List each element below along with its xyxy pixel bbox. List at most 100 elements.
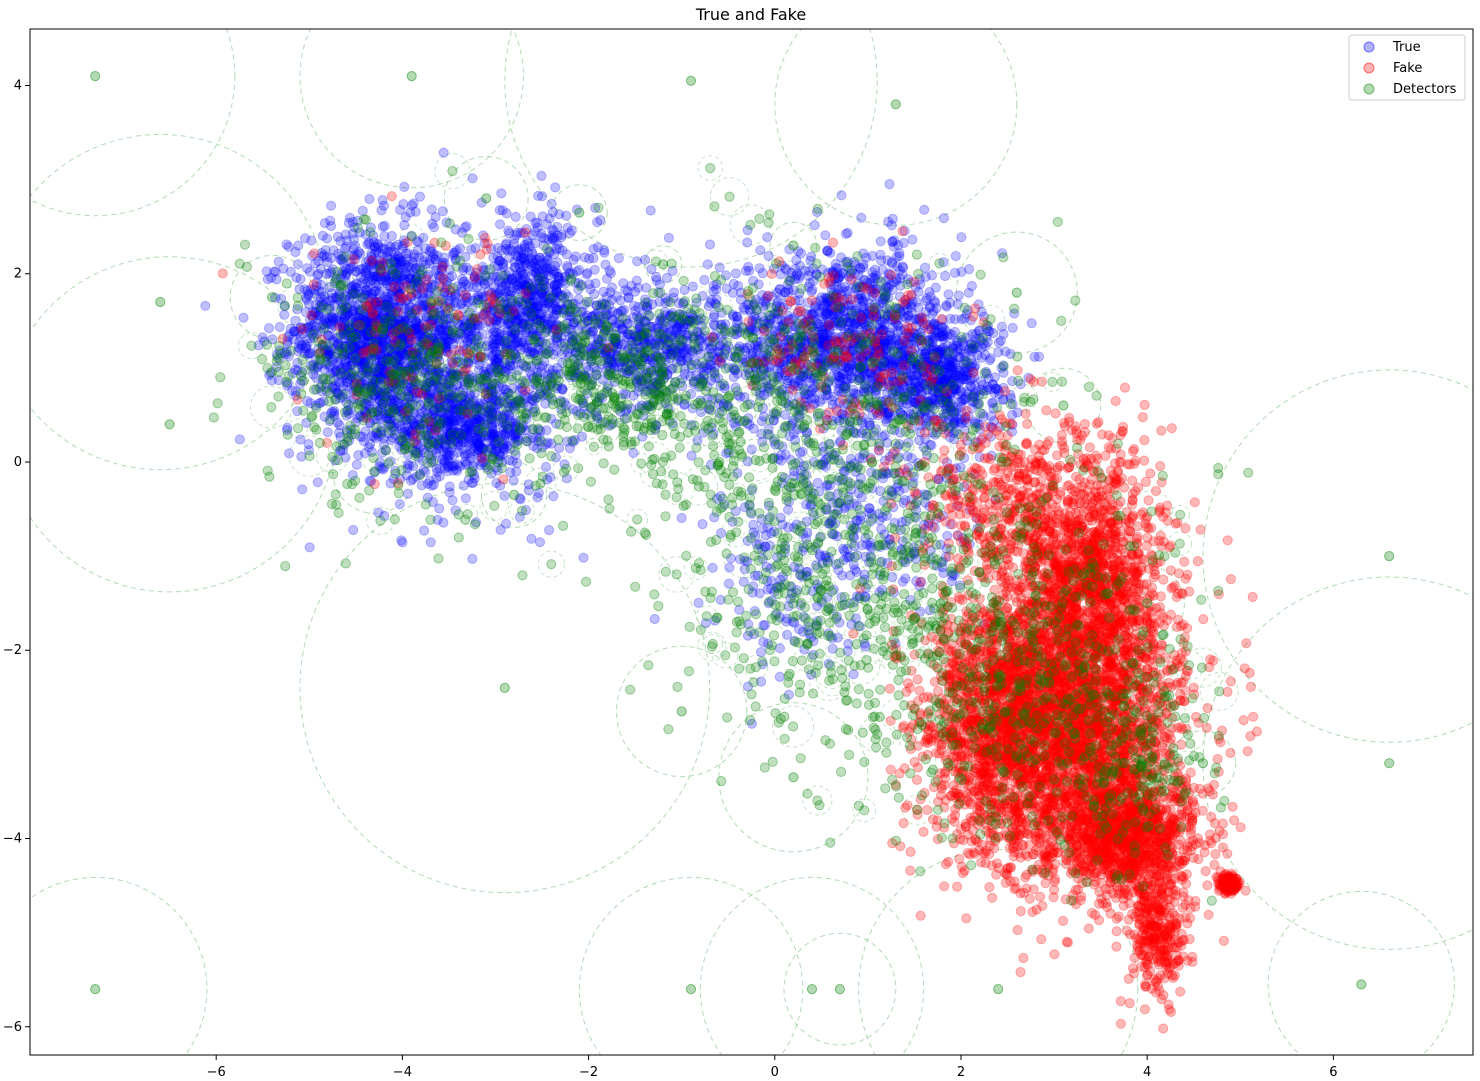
detector-small-circle xyxy=(789,563,829,603)
detector-small-circle xyxy=(497,310,534,348)
true-point xyxy=(730,268,742,279)
detector-small-circle xyxy=(930,362,949,382)
true-point xyxy=(369,278,381,289)
detector-radius-circle xyxy=(332,429,417,514)
detector-small-circle xyxy=(894,623,933,662)
detector-small-circle xyxy=(1199,672,1239,711)
detector-small-circle xyxy=(746,480,792,525)
detector-small-circle xyxy=(886,298,905,317)
true-point xyxy=(385,305,396,316)
detector-small-circle xyxy=(808,358,835,385)
detector-small-circle xyxy=(921,616,966,661)
true-point xyxy=(419,525,430,536)
true-point xyxy=(308,369,319,380)
detector-small-circle xyxy=(880,635,922,677)
detector-radius-circle xyxy=(443,156,529,241)
true-point xyxy=(541,425,552,436)
detector-small-circle xyxy=(880,699,913,731)
detector-small-circle xyxy=(494,388,537,432)
detector-small-circle xyxy=(1039,673,1060,694)
detector-small-circle xyxy=(929,619,952,643)
detector-small-circle xyxy=(594,377,635,418)
true-point xyxy=(416,274,427,285)
true-point xyxy=(907,234,918,245)
true-point xyxy=(287,385,298,396)
true-point xyxy=(360,426,371,437)
true-point xyxy=(628,447,639,458)
detector-radius-circle xyxy=(30,29,236,217)
detector-small-circle xyxy=(556,352,579,375)
detector-small-circle xyxy=(808,660,850,701)
true-point xyxy=(349,240,360,251)
true-point xyxy=(645,205,656,216)
detector-small-circle xyxy=(475,355,521,400)
true-point xyxy=(412,245,423,256)
detector-radius-circle xyxy=(783,932,897,1046)
detector-small-circle xyxy=(673,317,716,360)
detector-radius-circle xyxy=(578,876,804,1055)
detector-small-circle xyxy=(581,410,620,449)
true-point xyxy=(379,367,390,378)
detector-small-circle xyxy=(1151,681,1183,712)
detector-small-circle xyxy=(566,357,602,393)
detector-small-circle xyxy=(1035,807,1062,834)
true-point xyxy=(459,276,470,287)
detector-small-circle xyxy=(801,551,834,585)
true-point xyxy=(742,237,753,248)
detector-small-circle xyxy=(730,392,760,422)
detector-small-circle xyxy=(704,292,733,322)
detector-small-circle xyxy=(348,295,376,323)
true-point xyxy=(373,247,384,258)
detector-small-circle xyxy=(888,538,929,579)
detector-small-circle xyxy=(1010,384,1039,412)
true-point xyxy=(410,206,421,217)
detector-small-circle xyxy=(848,514,889,555)
detector-small-circle xyxy=(787,333,810,356)
true-point xyxy=(809,220,820,231)
true-point xyxy=(613,253,624,264)
detector-small-circle xyxy=(954,550,979,576)
true-point xyxy=(530,226,541,237)
detector-small-circle xyxy=(396,440,414,459)
detector-small-circle xyxy=(630,453,652,475)
true-point xyxy=(570,251,581,262)
detector-small-circle xyxy=(1115,753,1135,773)
true-point xyxy=(1026,318,1037,329)
true-point xyxy=(503,455,515,466)
true-point xyxy=(702,259,713,270)
true-point xyxy=(398,262,409,273)
detector-small-circle xyxy=(1106,771,1150,814)
detector-small-circle xyxy=(583,296,625,337)
true-point xyxy=(285,266,296,277)
detector-small-circle xyxy=(729,204,772,246)
detector-small-circle xyxy=(811,604,848,641)
detector-small-circle xyxy=(1056,839,1083,866)
detector-small-circle xyxy=(772,705,815,748)
detector-small-circle xyxy=(344,371,388,415)
detector-small-circle xyxy=(946,442,974,470)
true-point xyxy=(326,200,337,211)
detector-small-circle xyxy=(927,550,947,569)
detector-small-circle xyxy=(802,433,827,458)
detector-small-circle xyxy=(638,363,657,383)
detector-radius-circle xyxy=(616,645,748,778)
true-point xyxy=(346,250,357,261)
true-point xyxy=(620,285,631,296)
detector-small-circle xyxy=(327,270,356,299)
detector-small-circle xyxy=(780,554,821,595)
detector-small-circle xyxy=(488,455,515,482)
detector-small-circle xyxy=(759,394,794,429)
detector-small-circle xyxy=(1033,600,1078,645)
true-point xyxy=(367,256,378,267)
true-point xyxy=(424,246,435,257)
detector-small-circle xyxy=(294,359,316,381)
detector-small-circle xyxy=(1057,720,1094,757)
detector-small-circle xyxy=(780,511,820,552)
true-point xyxy=(526,269,537,281)
detector-small-circle xyxy=(926,620,965,659)
detector-small-circle xyxy=(742,529,760,547)
true-point xyxy=(376,205,387,216)
true-point xyxy=(274,321,285,333)
true-point xyxy=(509,234,520,245)
